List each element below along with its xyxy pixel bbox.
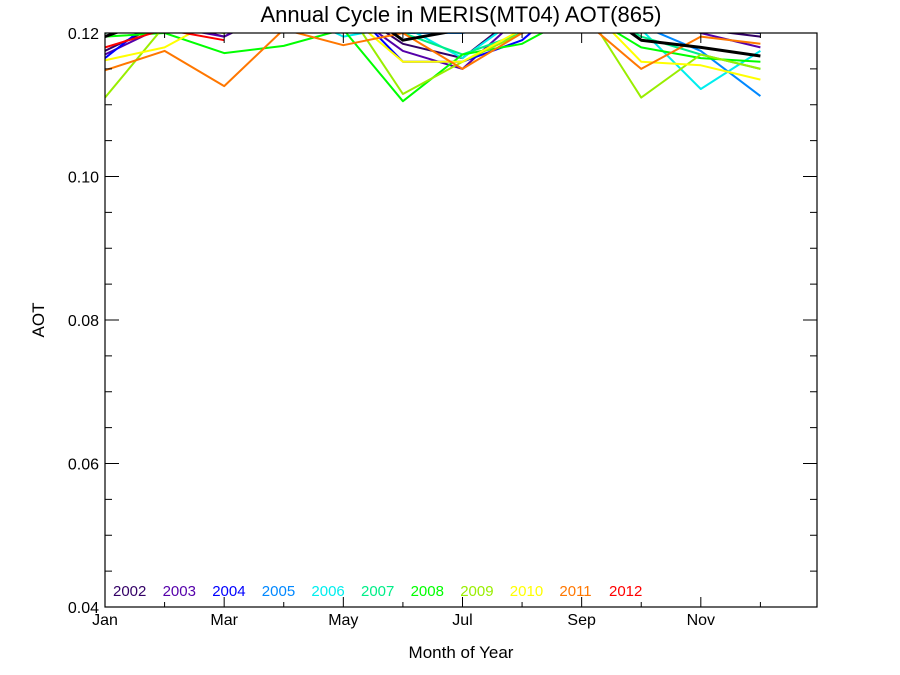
series-line-2011 <box>105 33 761 88</box>
x-tick-label: Mar <box>210 612 238 629</box>
ticks-layer: Jan Mar May Jul Sep Nov 0.04 0.06 0.08 0.10 0.12 <box>68 26 817 629</box>
x-tick-label: Nov <box>687 612 715 629</box>
series-line-2012 <box>105 33 225 49</box>
y-tick-label: 0.10 <box>68 170 99 187</box>
series-line-2007 <box>105 33 761 70</box>
legend-entry-2005: 2005 <box>262 583 295 600</box>
legend-entry-2008: 2008 <box>411 583 444 600</box>
legend-entry-2011: 2011 <box>559 583 591 600</box>
series-line-2003 <box>105 33 761 70</box>
legend-entry-2002: 2002 <box>113 583 146 600</box>
x-tick-label: May <box>328 612 358 629</box>
legend-entry-2003: 2003 <box>163 583 196 600</box>
legend-entry-2012: 2012 <box>609 583 642 600</box>
y-tick-label: 0.06 <box>68 457 99 474</box>
legend: 2002 2003 2004 2005 2006 2007 2008 2009 2010 2011… <box>113 583 642 600</box>
legend-entry-2010: 2010 <box>510 583 543 600</box>
legend-entry-2009: 2009 <box>460 583 493 600</box>
x-tick-label: Sep <box>567 612 596 629</box>
plot-frame <box>104 32 818 608</box>
x-axis-label: Month of Year <box>409 643 514 662</box>
series-line-mean <box>105 33 761 58</box>
series-layer <box>105 33 762 103</box>
series-line-2009 <box>105 33 761 99</box>
legend-entry-2004: 2004 <box>212 583 245 600</box>
legend-entry-2006: 2006 <box>311 583 344 600</box>
chart-title: Annual Cycle in MERIS(MT04) AOT(865) <box>260 2 661 27</box>
y-axis-label: AOT <box>29 303 48 338</box>
series-line-2010 <box>105 33 761 81</box>
y-tick-label: 0.08 <box>68 313 99 330</box>
y-tick-label: 0.04 <box>68 600 99 617</box>
legend-entry-2007: 2007 <box>361 583 394 600</box>
y-tick-label: 0.12 <box>68 26 99 43</box>
x-tick-label: Jan <box>92 612 118 629</box>
x-tick-label: Jul <box>452 612 472 629</box>
